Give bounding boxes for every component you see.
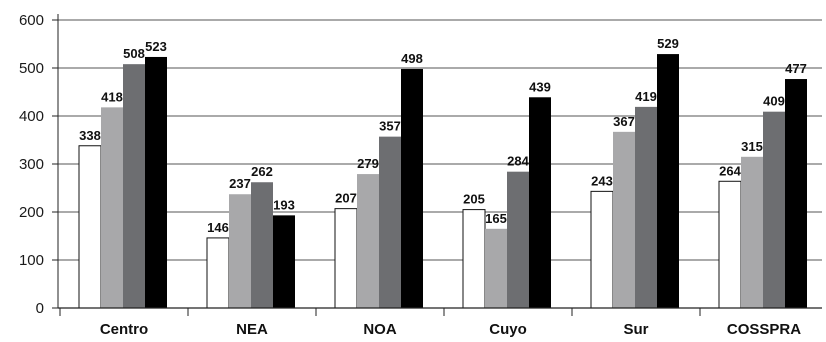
- data-label: 523: [145, 39, 167, 54]
- data-label: 146: [207, 220, 229, 235]
- data-label: 205: [463, 192, 485, 207]
- bar: [379, 136, 401, 308]
- y-tick-label: 100: [19, 252, 44, 269]
- data-label: 264: [719, 163, 741, 178]
- bar: [101, 107, 123, 308]
- bar: [273, 215, 295, 308]
- y-tick-label: 400: [19, 108, 44, 125]
- bar: [485, 228, 507, 308]
- x-category-label: Sur: [623, 321, 648, 338]
- bars: [78, 54, 807, 309]
- bar: [613, 131, 635, 308]
- axes: [52, 14, 822, 316]
- data-label: 262: [251, 164, 273, 179]
- bar: [635, 106, 657, 308]
- bar: [529, 97, 551, 308]
- data-label: 165: [485, 211, 507, 226]
- data-label: 529: [657, 36, 679, 51]
- bar: [657, 54, 679, 308]
- bar: [357, 174, 379, 308]
- data-label: 357: [379, 119, 401, 134]
- bar: [462, 209, 486, 309]
- data-label: 193: [273, 197, 295, 212]
- data-label: 284: [507, 154, 529, 169]
- data-label: 409: [763, 94, 785, 109]
- bar: [401, 68, 423, 309]
- bar: [785, 79, 807, 308]
- bar: [206, 237, 230, 309]
- x-category-label: COSSPRA: [727, 321, 801, 338]
- data-label: 367: [613, 114, 635, 129]
- x-category-label: Centro: [100, 321, 148, 338]
- bar: [741, 156, 763, 308]
- bar: [251, 182, 273, 308]
- bar: [229, 194, 251, 308]
- bar: [718, 180, 742, 309]
- x-category-label: NEA: [236, 321, 268, 338]
- data-label: 477: [785, 61, 807, 76]
- data-label: 338: [79, 128, 101, 143]
- data-label: 498: [401, 51, 423, 66]
- y-tick-label: 200: [19, 204, 44, 221]
- bar: [78, 145, 102, 309]
- bar: [590, 190, 614, 309]
- y-tick-label: 600: [19, 12, 44, 29]
- data-label: 243: [591, 173, 613, 188]
- x-axis-category-labels: Centro NEA NOA Cuyo Sur COSSPRA: [100, 321, 801, 338]
- data-label: 439: [529, 79, 551, 94]
- data-label: 237: [229, 176, 251, 191]
- gridlines: [58, 19, 822, 261]
- x-category-label: Cuyo: [489, 321, 527, 338]
- data-label: 315: [741, 139, 763, 154]
- data-label: 207: [335, 191, 357, 206]
- y-tick-label: 300: [19, 156, 44, 173]
- y-tick-label: 0: [36, 300, 44, 317]
- bar: [507, 171, 529, 308]
- bar: [123, 64, 145, 308]
- bar: [763, 111, 785, 309]
- bar: [145, 56, 167, 309]
- data-label: 279: [357, 156, 379, 171]
- x-category-label: NOA: [363, 321, 397, 338]
- y-tick-label: 500: [19, 60, 44, 77]
- bar: [334, 208, 358, 309]
- data-label: 508: [123, 46, 145, 61]
- data-label: 418: [101, 89, 123, 104]
- y-axis-tick-labels: 0 100 200 300 400 500 600: [19, 12, 44, 317]
- data-label: 419: [635, 89, 657, 104]
